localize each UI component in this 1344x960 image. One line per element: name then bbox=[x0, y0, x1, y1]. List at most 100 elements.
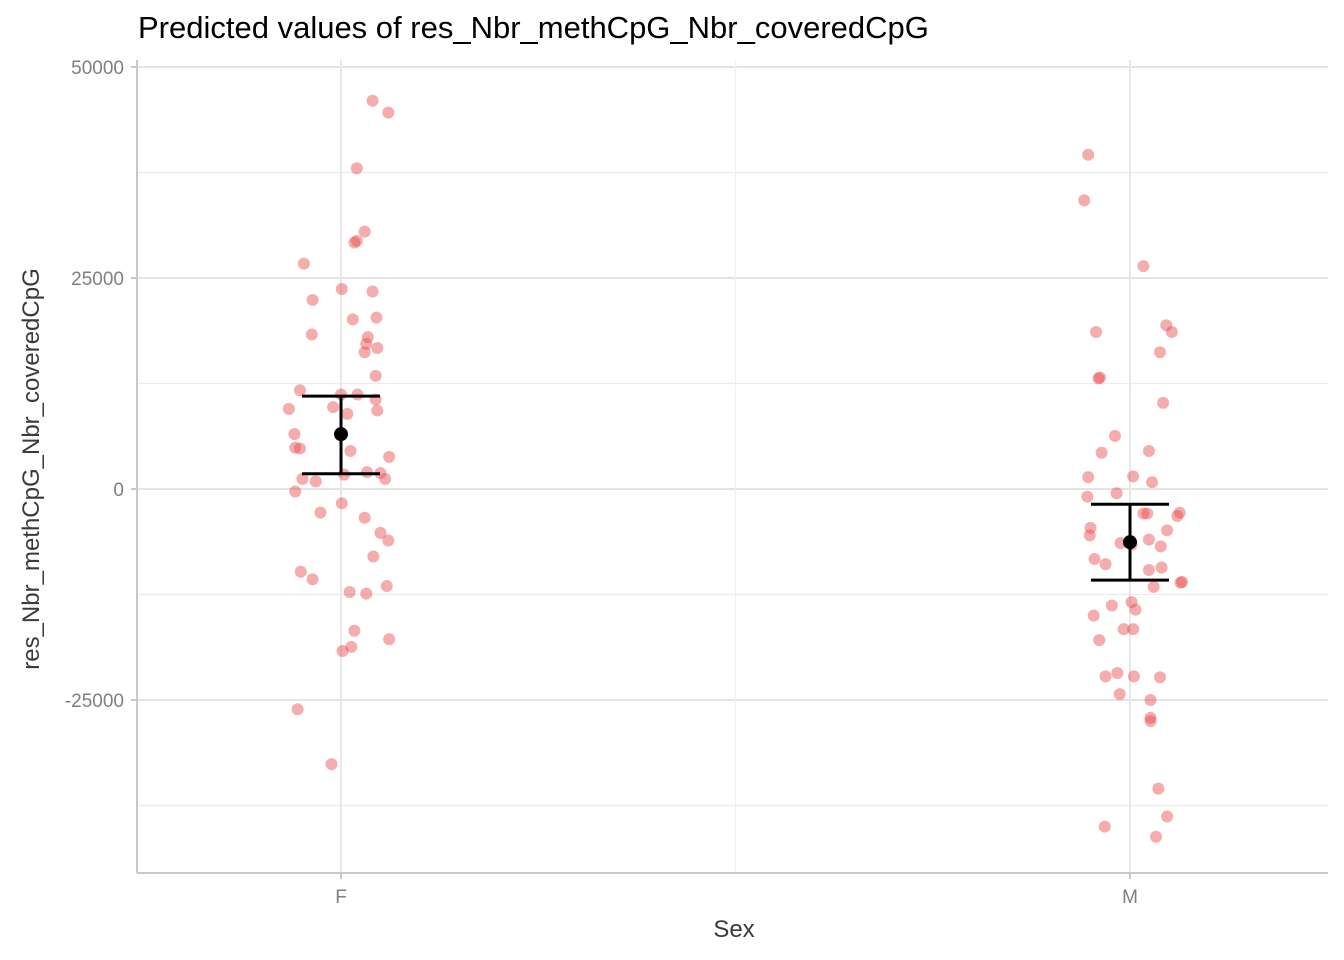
data-point bbox=[1082, 471, 1095, 484]
data-point bbox=[1129, 603, 1142, 616]
data-point bbox=[382, 106, 395, 119]
y-tick-label: 50000 bbox=[71, 58, 124, 79]
data-point bbox=[314, 506, 327, 519]
data-point bbox=[1173, 506, 1186, 519]
data-point bbox=[1142, 445, 1155, 458]
data-point bbox=[1141, 507, 1154, 520]
x-axis-title: Sex bbox=[713, 916, 754, 943]
data-point bbox=[289, 441, 302, 454]
data-point bbox=[1105, 599, 1118, 612]
data-point bbox=[1144, 694, 1157, 706]
data-point bbox=[348, 624, 361, 637]
tick-labels: -25000 0 25000 50000 F M bbox=[65, 58, 1138, 908]
predicted-estimates bbox=[302, 394, 1169, 582]
data-point bbox=[1087, 609, 1100, 622]
data-point bbox=[1176, 575, 1189, 588]
data-point bbox=[1137, 507, 1150, 520]
y-axis-title: res_Nbr_methCpG_Nbr_coveredCpG bbox=[18, 268, 45, 670]
data-point bbox=[1127, 470, 1140, 483]
data-point bbox=[1153, 671, 1166, 684]
data-point bbox=[350, 234, 363, 247]
raw-points bbox=[282, 94, 1189, 843]
data-point bbox=[383, 450, 396, 463]
data-point bbox=[1146, 476, 1159, 489]
data-point bbox=[1099, 670, 1112, 683]
data-point bbox=[361, 331, 374, 344]
data-point bbox=[361, 466, 374, 479]
data-point bbox=[291, 703, 304, 716]
data-point bbox=[1098, 820, 1111, 833]
estimate-point bbox=[1123, 535, 1137, 550]
data-point bbox=[350, 162, 363, 175]
data-point bbox=[306, 573, 319, 586]
data-point bbox=[360, 587, 373, 600]
data-point bbox=[380, 580, 393, 593]
data-point bbox=[1161, 524, 1174, 537]
data-point bbox=[370, 311, 383, 324]
data-point bbox=[1094, 371, 1107, 384]
data-point bbox=[1082, 148, 1095, 161]
y-tick-label: 0 bbox=[113, 480, 124, 501]
data-point bbox=[1150, 830, 1163, 843]
data-point bbox=[1157, 396, 1170, 409]
data-point bbox=[1144, 715, 1157, 728]
data-point bbox=[371, 404, 384, 417]
data-point bbox=[1127, 670, 1140, 683]
estimate-M bbox=[1091, 502, 1169, 582]
data-point bbox=[344, 445, 357, 458]
data-point bbox=[1092, 372, 1105, 385]
data-point bbox=[1174, 576, 1187, 589]
data-point bbox=[371, 342, 384, 355]
data-point bbox=[1093, 634, 1106, 647]
data-point bbox=[367, 550, 380, 563]
data-point bbox=[351, 388, 364, 401]
data-point bbox=[289, 485, 302, 498]
data-point bbox=[1109, 429, 1122, 442]
data-point bbox=[288, 428, 301, 441]
chart-title: Predicted values of res_Nbr_methCpG_Nbr_… bbox=[138, 10, 929, 45]
x-tick-label: M bbox=[1122, 887, 1138, 908]
data-point bbox=[297, 257, 310, 270]
data-point bbox=[1127, 623, 1140, 636]
data-point bbox=[1155, 561, 1168, 574]
data-point bbox=[366, 285, 379, 298]
data-point bbox=[1147, 580, 1160, 593]
data-point bbox=[325, 758, 338, 771]
data-point bbox=[1090, 326, 1103, 339]
data-point bbox=[1095, 446, 1108, 459]
data-point bbox=[1083, 529, 1096, 542]
data-point bbox=[1161, 810, 1174, 823]
data-point bbox=[1171, 510, 1184, 523]
data-point bbox=[1113, 688, 1126, 701]
data-point bbox=[1084, 521, 1097, 534]
data-point bbox=[1081, 490, 1094, 503]
data-point bbox=[1165, 326, 1178, 339]
data-point bbox=[1154, 540, 1167, 553]
data-point bbox=[1117, 623, 1130, 636]
data-point bbox=[1144, 711, 1157, 724]
data-point bbox=[335, 282, 348, 295]
data-point bbox=[374, 466, 387, 479]
data-point bbox=[369, 369, 382, 382]
data-point bbox=[346, 313, 359, 326]
y-tick-label: 25000 bbox=[71, 269, 124, 290]
data-point bbox=[383, 633, 396, 646]
data-point bbox=[309, 475, 322, 488]
data-point bbox=[358, 225, 371, 238]
data-point bbox=[335, 497, 348, 510]
data-point bbox=[358, 511, 371, 524]
data-point bbox=[1142, 533, 1155, 546]
data-point bbox=[282, 402, 295, 415]
estimate-point bbox=[334, 427, 348, 442]
data-point bbox=[382, 534, 395, 547]
data-point bbox=[327, 401, 340, 414]
data-point bbox=[296, 472, 309, 485]
data-point bbox=[345, 640, 358, 653]
data-point bbox=[1111, 666, 1124, 679]
data-point bbox=[305, 328, 318, 341]
data-point bbox=[1142, 564, 1155, 577]
data-point bbox=[294, 565, 307, 578]
y-tick-label: -25000 bbox=[65, 691, 124, 712]
data-point bbox=[293, 442, 306, 455]
